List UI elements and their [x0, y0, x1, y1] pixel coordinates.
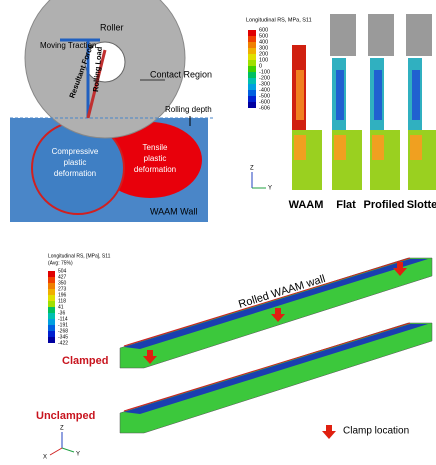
legend-swatch	[248, 72, 256, 78]
legend-swatch	[248, 48, 256, 54]
legend-swatch	[248, 78, 256, 84]
legend-swatch	[248, 102, 256, 108]
legend-swatch	[48, 307, 55, 313]
label: Unclamped	[36, 410, 95, 422]
legend-swatch	[248, 96, 256, 102]
sections	[292, 14, 436, 190]
axis-label: Z	[250, 166, 254, 172]
legend-swatch	[48, 295, 55, 301]
legend-swatch	[248, 54, 256, 60]
lower-core	[372, 135, 384, 160]
roller-block	[406, 14, 432, 56]
column-label: Profiled	[364, 199, 405, 211]
legend-swatch	[48, 271, 55, 277]
label: Clamp location	[343, 426, 409, 437]
legend-swatch	[248, 30, 256, 36]
column-label: WAAM	[289, 199, 324, 211]
label: Rolling depth	[165, 105, 212, 114]
legend-label: -606	[259, 105, 270, 111]
legend-swatch	[48, 277, 55, 283]
legend-label: -422	[58, 340, 68, 346]
lower-core	[334, 135, 346, 160]
legend-swatch	[48, 331, 55, 337]
legend-swatch	[248, 42, 256, 48]
upper-core	[336, 70, 344, 120]
axis	[62, 448, 74, 452]
legend-swatch	[248, 36, 256, 42]
label: Roller	[100, 22, 124, 32]
axis-label: Y	[76, 452, 80, 458]
lower-core	[410, 135, 422, 160]
upper-core	[374, 70, 382, 120]
legend-subtitle: (Avg: 75%)	[48, 260, 73, 266]
roller-block	[330, 14, 356, 56]
bottom-panel: Longitudinal RS, [MPa], S11 (Avg: 75%) R…	[36, 253, 432, 460]
label: WAAM Wall	[150, 206, 197, 216]
upper-core	[412, 70, 420, 120]
legend-swatch	[48, 283, 55, 289]
upper-core	[296, 70, 304, 120]
legend-swatch	[48, 313, 55, 319]
legend-swatch	[48, 301, 55, 307]
axis-label: Y	[268, 186, 272, 192]
axis-label: Z	[60, 426, 64, 432]
legend-swatch	[248, 60, 256, 66]
legend-swatch	[248, 90, 256, 96]
legend-swatch	[48, 289, 55, 295]
label: Clamped	[62, 355, 108, 367]
right-panel: Longitudinal RS, MPa, S11 Z Y	[246, 14, 436, 192]
legend-swatch	[48, 337, 55, 343]
legend-swatch	[248, 84, 256, 90]
column-label: Slotte	[407, 199, 436, 211]
axis	[50, 448, 62, 455]
legend-title: Longitudinal RS, MPa, S11	[246, 17, 312, 23]
left-panel: Roller Moving Traction Resultant Force R…	[10, 0, 215, 222]
figure: Roller Moving Traction Resultant Force R…	[0, 0, 436, 465]
legend-swatch	[48, 325, 55, 331]
label: Contact Region	[150, 69, 212, 79]
column-label: Flat	[336, 199, 356, 211]
roller-block	[368, 14, 394, 56]
legend-title: Longitudinal RS, [MPa], S11	[48, 253, 111, 259]
axis-label: X	[43, 455, 47, 461]
lower-core	[294, 135, 306, 160]
legend-swatch	[48, 319, 55, 325]
legend-swatch	[248, 66, 256, 72]
